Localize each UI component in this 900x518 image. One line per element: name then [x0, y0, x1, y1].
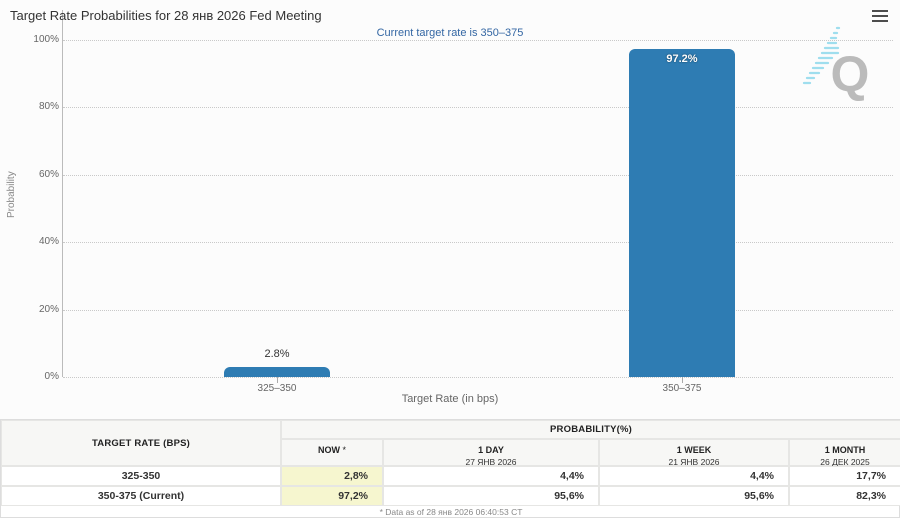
- svg-text:Q: Q: [831, 46, 870, 102]
